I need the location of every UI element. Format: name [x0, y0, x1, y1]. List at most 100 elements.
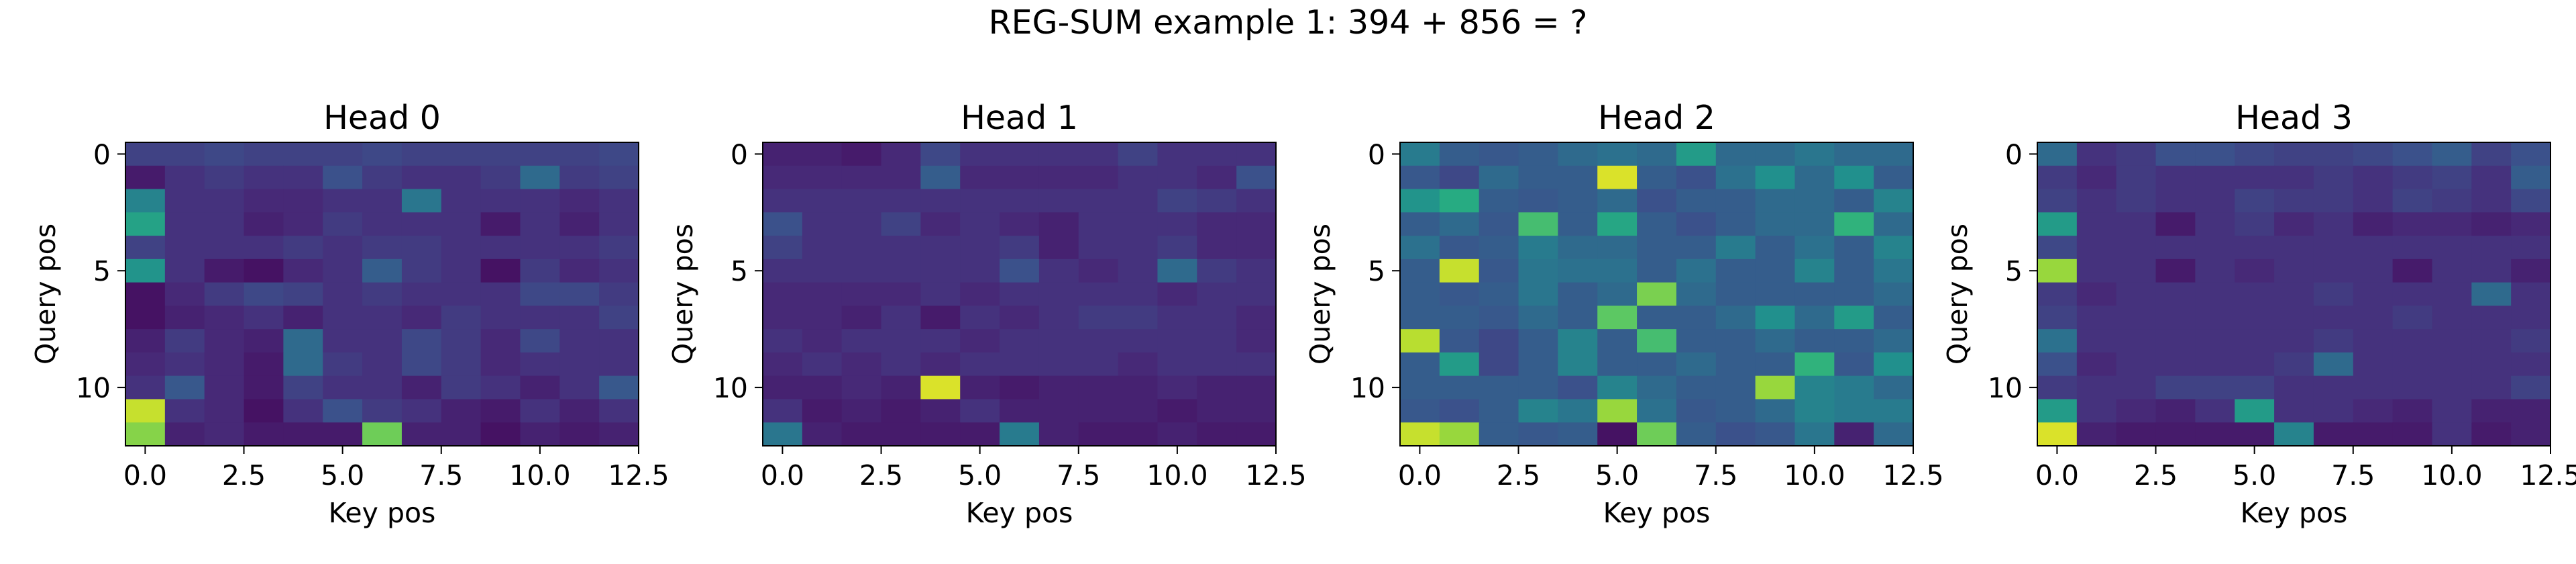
- heatmap-cell: [2353, 258, 2394, 283]
- heatmap-cell: [2432, 352, 2472, 377]
- heatmap-cell: [2274, 352, 2314, 377]
- heatmap-cell: [1078, 165, 1119, 190]
- heatmap-cell: [283, 375, 323, 400]
- heatmap-cell: [204, 306, 245, 330]
- heatmap-cell: [1000, 329, 1040, 353]
- heatmap-cell: [1157, 329, 1197, 353]
- heatmap-cell: [283, 306, 323, 330]
- heatmap-cell: [1834, 352, 1874, 377]
- heatmap-cell: [441, 236, 482, 260]
- heatmap-cell: [164, 212, 205, 236]
- heatmap-cell: [1794, 352, 1835, 377]
- heatmap-cell: [520, 306, 560, 330]
- heatmap-cell: [1755, 258, 1796, 283]
- heatmap-cell: [1834, 258, 1874, 283]
- x-tick-label: 12.5: [1882, 459, 1943, 491]
- heatmap-cell: [323, 399, 363, 423]
- heatmap-cell: [599, 399, 639, 423]
- heatmap-cell: [920, 258, 961, 283]
- heatmap-cell: [283, 399, 323, 423]
- heatmap-cell: [1000, 258, 1040, 283]
- heatmap-cell: [1676, 399, 1717, 423]
- heatmap-cell: [1000, 212, 1040, 236]
- heatmap-cell: [2432, 306, 2472, 330]
- heatmap-cell: [599, 258, 639, 283]
- heatmap-cell: [244, 375, 284, 400]
- heatmap-cell: [2471, 352, 2512, 377]
- heatmap-cell: [362, 282, 402, 306]
- heatmap-cell: [1518, 306, 1558, 330]
- heatmap-cell: [559, 189, 600, 213]
- heatmap-cell: [1676, 422, 1717, 446]
- heatmap-cell: [2076, 329, 2117, 353]
- heatmap-cell: [1078, 142, 1119, 167]
- heatmap-cell: [2235, 352, 2275, 377]
- heatmap-cell: [164, 352, 205, 377]
- plot-frame: [125, 142, 639, 446]
- x-tick-label: 7.5: [419, 459, 463, 491]
- heatmap-cell: [1479, 258, 1519, 283]
- heatmap-cell: [802, 142, 843, 167]
- heatmap-cell: [1715, 399, 1756, 423]
- heatmap-cell: [520, 375, 560, 400]
- heatmap-cell: [2392, 375, 2433, 400]
- heatmap-cell: [1676, 282, 1717, 306]
- heatmap-cell: [480, 189, 521, 213]
- x-tick-label: 0.0: [1398, 459, 1442, 491]
- heatmap-cell: [480, 399, 521, 423]
- heatmap-cell: [2155, 399, 2196, 423]
- x-tick-label: 10.0: [1146, 459, 1208, 491]
- heatmap-cell: [2195, 258, 2235, 283]
- heatmap-cell: [125, 375, 166, 400]
- heatmap-cell: [1236, 236, 1277, 260]
- heatmap-cell: [204, 142, 245, 167]
- heatmap-cell: [881, 375, 921, 400]
- heatmap-cell: [841, 189, 882, 213]
- heatmap-cell: [1038, 375, 1079, 400]
- heatmap-cell: [1038, 399, 1079, 423]
- heatmap-cell: [1755, 306, 1796, 330]
- heatmap-cell: [2353, 212, 2394, 236]
- heatmap-cell: [1874, 189, 1914, 213]
- heatmap-cell: [1439, 399, 1480, 423]
- heatmap-cell: [125, 352, 166, 377]
- heatmap-cell: [2274, 258, 2314, 283]
- heatmap-cell: [1118, 189, 1159, 213]
- heatmap-cell: [1518, 236, 1558, 260]
- heatmap-cell: [1637, 399, 1677, 423]
- heatmap-cell: [164, 189, 205, 213]
- heatmap-cell: [1755, 329, 1796, 353]
- heatmap-cell: [1000, 165, 1040, 190]
- heatmap-cell: [2471, 399, 2512, 423]
- heatmap-cell: [802, 375, 843, 400]
- heatmap-cell: [204, 189, 245, 213]
- heatmap-cell: [164, 236, 205, 260]
- y-tick-label: 5: [1368, 255, 1385, 287]
- heatmap-cell: [559, 212, 600, 236]
- heatmap-cell: [1874, 258, 1914, 283]
- heatmap-cell: [802, 422, 843, 446]
- heatmap-cell: [2392, 306, 2433, 330]
- heatmap-cell: [1236, 399, 1277, 423]
- heatmap-cell: [2471, 212, 2512, 236]
- heatmap-cell: [1597, 236, 1638, 260]
- heatmap-cell: [1676, 189, 1717, 213]
- heatmap-cell: [1637, 189, 1677, 213]
- heatmap-cell: [881, 282, 921, 306]
- x-tick-label: 2.5: [2134, 459, 2178, 491]
- heatmap-cell: [480, 422, 521, 446]
- heatmap-cell: [2313, 142, 2354, 167]
- heatmap-cell: [1197, 375, 1237, 400]
- heatmap-cell: [362, 399, 402, 423]
- heatmap-cell: [763, 352, 803, 377]
- heatmap-cell: [520, 282, 560, 306]
- heatmap-cell: [283, 258, 323, 283]
- heatmap-cell: [2155, 282, 2196, 306]
- heatmap-cell: [841, 375, 882, 400]
- heatmap-cell: [204, 399, 245, 423]
- heatmap-cell: [2195, 165, 2235, 190]
- heatmap-cell: [1597, 422, 1638, 446]
- heatmap-cell: [841, 399, 882, 423]
- heatmap-cell: [2076, 165, 2117, 190]
